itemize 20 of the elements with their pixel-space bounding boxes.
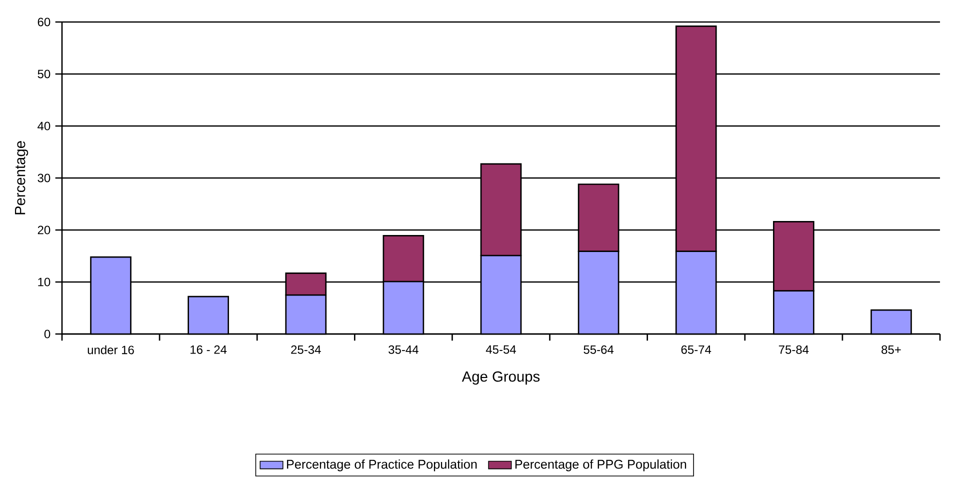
x-tick-label: under 16 [88, 345, 134, 354]
y-axis-title: Percentage [14, 141, 28, 214]
y-tick-label: 50 [38, 70, 50, 78]
y-tick-label: 40 [38, 122, 50, 130]
legend-label: Percentage of PPG Population [515, 459, 686, 472]
x-tick-label: 25-34 [291, 345, 321, 354]
x-tick-label: 65-74 [681, 345, 712, 354]
x-tick-label: 85+ [882, 345, 901, 354]
y-tick-label: 0 [44, 330, 50, 338]
y-tick-label: 60 [38, 18, 50, 26]
x-tick-label: 35-44 [388, 345, 418, 354]
x-tick-label: 55-64 [584, 345, 614, 354]
legend-label: Percentage of Practice Population [287, 459, 477, 472]
y-tick-label: 20 [38, 226, 50, 234]
x-tick-label: 45-54 [486, 345, 516, 354]
x-tick-label: 75-84 [778, 345, 809, 354]
x-tick-label: 16 - 24 [190, 345, 227, 354]
y-tick-label: 30 [38, 174, 50, 182]
x-axis-title: Age Groups [462, 371, 540, 385]
y-tick-label: 10 [38, 278, 50, 286]
